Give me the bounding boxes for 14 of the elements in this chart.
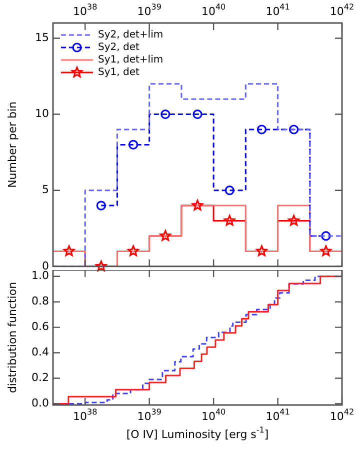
y-tick-label: 10 — [35, 107, 50, 120]
legend-label: Sy2, det — [98, 42, 140, 54]
legend-label: Sy1, det — [98, 67, 140, 78]
y-tick-label: 5 — [42, 183, 49, 196]
y-tick-label: 0.8 — [32, 294, 50, 308]
y-tick-label: 0.4 — [32, 346, 50, 359]
y-tick-label: 15 — [35, 31, 50, 44]
y-tick-label: 0.0 — [32, 396, 50, 410]
y-axis-title: distribution function — [6, 282, 19, 394]
y-axis-title: Number per bin — [6, 101, 19, 188]
y-tick-label: 0.6 — [32, 320, 50, 334]
y-tick-label: 0.2 — [32, 371, 50, 384]
legend-label: Sy1, det+lim — [98, 54, 164, 66]
legend-label: Sy2, det+lim — [98, 30, 164, 41]
